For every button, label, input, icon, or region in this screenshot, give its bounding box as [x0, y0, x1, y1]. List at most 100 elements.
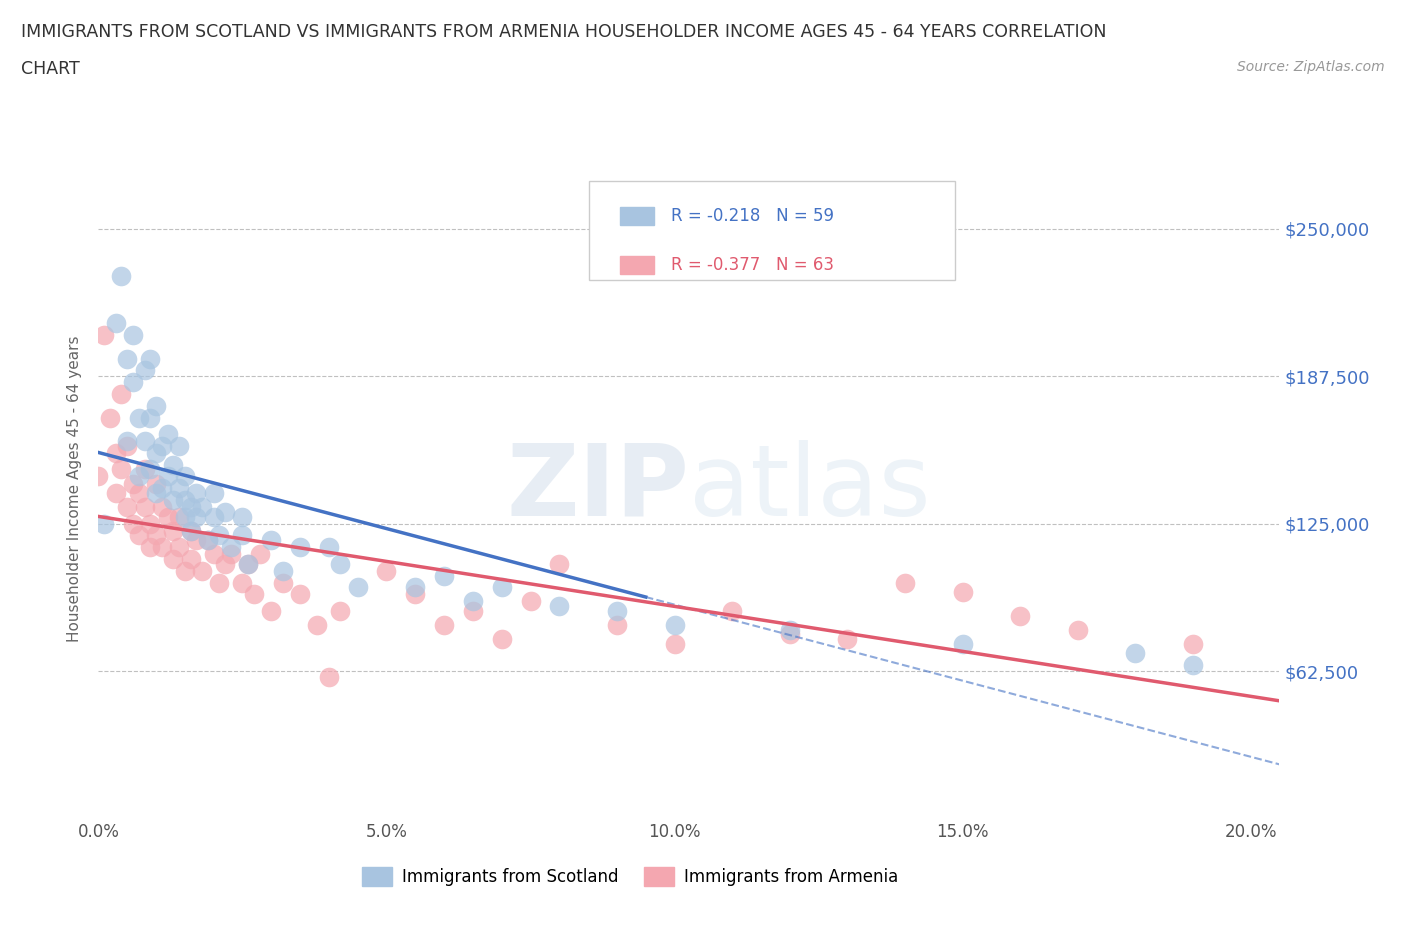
Point: [180, 524, 202, 538]
Point: [122, 476, 145, 491]
Point: [173, 564, 195, 578]
Point: [208, 528, 231, 543]
Point: [197, 533, 219, 548]
Text: R = -0.218   N = 59: R = -0.218 N = 59: [671, 207, 834, 225]
Point: [202, 509, 225, 524]
Point: [110, 462, 132, 477]
Point: [191, 564, 214, 578]
Point: [1182, 658, 1205, 672]
Point: [93, 516, 115, 531]
Point: [122, 327, 145, 342]
Point: [150, 438, 173, 453]
Point: [162, 524, 184, 538]
Point: [93, 327, 115, 342]
Point: [150, 499, 173, 514]
Point: [208, 575, 231, 590]
Point: [1125, 646, 1147, 661]
Point: [122, 375, 145, 390]
Point: [139, 462, 162, 477]
Point: [156, 427, 179, 442]
Point: [167, 481, 190, 496]
Point: [167, 438, 190, 453]
Text: ZIP: ZIP: [506, 440, 689, 537]
Point: [202, 547, 225, 562]
Point: [167, 509, 190, 524]
Point: [243, 587, 266, 602]
Point: [110, 269, 132, 284]
Text: atlas: atlas: [689, 440, 931, 537]
Point: [197, 533, 219, 548]
Point: [110, 387, 132, 402]
Point: [307, 618, 329, 632]
Point: [150, 481, 173, 496]
Point: [156, 509, 179, 524]
Point: [115, 433, 138, 448]
Point: [271, 575, 294, 590]
Point: [104, 445, 127, 460]
Point: [98, 410, 121, 425]
Point: [145, 476, 167, 491]
Point: [404, 587, 426, 602]
Point: [318, 539, 340, 554]
Legend: Immigrants from Scotland, Immigrants from Armenia: Immigrants from Scotland, Immigrants fro…: [361, 867, 898, 886]
Point: [145, 528, 167, 543]
Point: [162, 551, 184, 566]
Point: [837, 631, 859, 646]
Point: [1067, 622, 1090, 637]
Point: [271, 564, 294, 578]
Point: [238, 556, 260, 571]
Point: [249, 547, 271, 562]
Point: [329, 604, 352, 618]
Point: [404, 580, 426, 595]
Point: [87, 469, 110, 484]
Point: [952, 585, 974, 600]
Point: [664, 636, 686, 651]
Point: [219, 547, 242, 562]
Point: [329, 556, 352, 571]
Point: [433, 618, 456, 632]
Text: IMMIGRANTS FROM SCOTLAND VS IMMIGRANTS FROM ARMENIA HOUSEHOLDER INCOME AGES 45 -: IMMIGRANTS FROM SCOTLAND VS IMMIGRANTS F…: [21, 23, 1107, 41]
Point: [779, 627, 801, 642]
Point: [219, 539, 242, 554]
Y-axis label: Householder Income Ages 45 - 64 years: Householder Income Ages 45 - 64 years: [67, 335, 83, 642]
Point: [145, 398, 167, 413]
Point: [214, 504, 236, 519]
Point: [214, 556, 236, 571]
Point: [288, 587, 311, 602]
Point: [115, 499, 138, 514]
Point: [115, 438, 138, 453]
Point: [134, 499, 156, 514]
Point: [491, 580, 513, 595]
Point: [288, 539, 311, 554]
Text: R = -0.377   N = 63: R = -0.377 N = 63: [671, 256, 834, 274]
Point: [139, 410, 162, 425]
Point: [128, 410, 150, 425]
Point: [1182, 636, 1205, 651]
Point: [186, 485, 208, 500]
Point: [606, 604, 628, 618]
Point: [134, 433, 156, 448]
Point: [318, 670, 340, 684]
Point: [180, 551, 202, 566]
Point: [115, 352, 138, 366]
FancyBboxPatch shape: [620, 207, 654, 225]
Point: [519, 594, 541, 609]
Point: [461, 594, 484, 609]
Point: [721, 604, 744, 618]
Point: [202, 485, 225, 500]
Point: [491, 631, 513, 646]
Point: [180, 499, 202, 514]
Point: [162, 493, 184, 508]
Point: [173, 469, 195, 484]
Point: [461, 604, 484, 618]
FancyBboxPatch shape: [589, 181, 955, 280]
Point: [173, 509, 195, 524]
Point: [231, 509, 253, 524]
Point: [186, 509, 208, 524]
Point: [346, 580, 368, 595]
Point: [606, 618, 628, 632]
Point: [375, 564, 398, 578]
Point: [186, 533, 208, 548]
Point: [779, 622, 801, 637]
Point: [191, 499, 214, 514]
